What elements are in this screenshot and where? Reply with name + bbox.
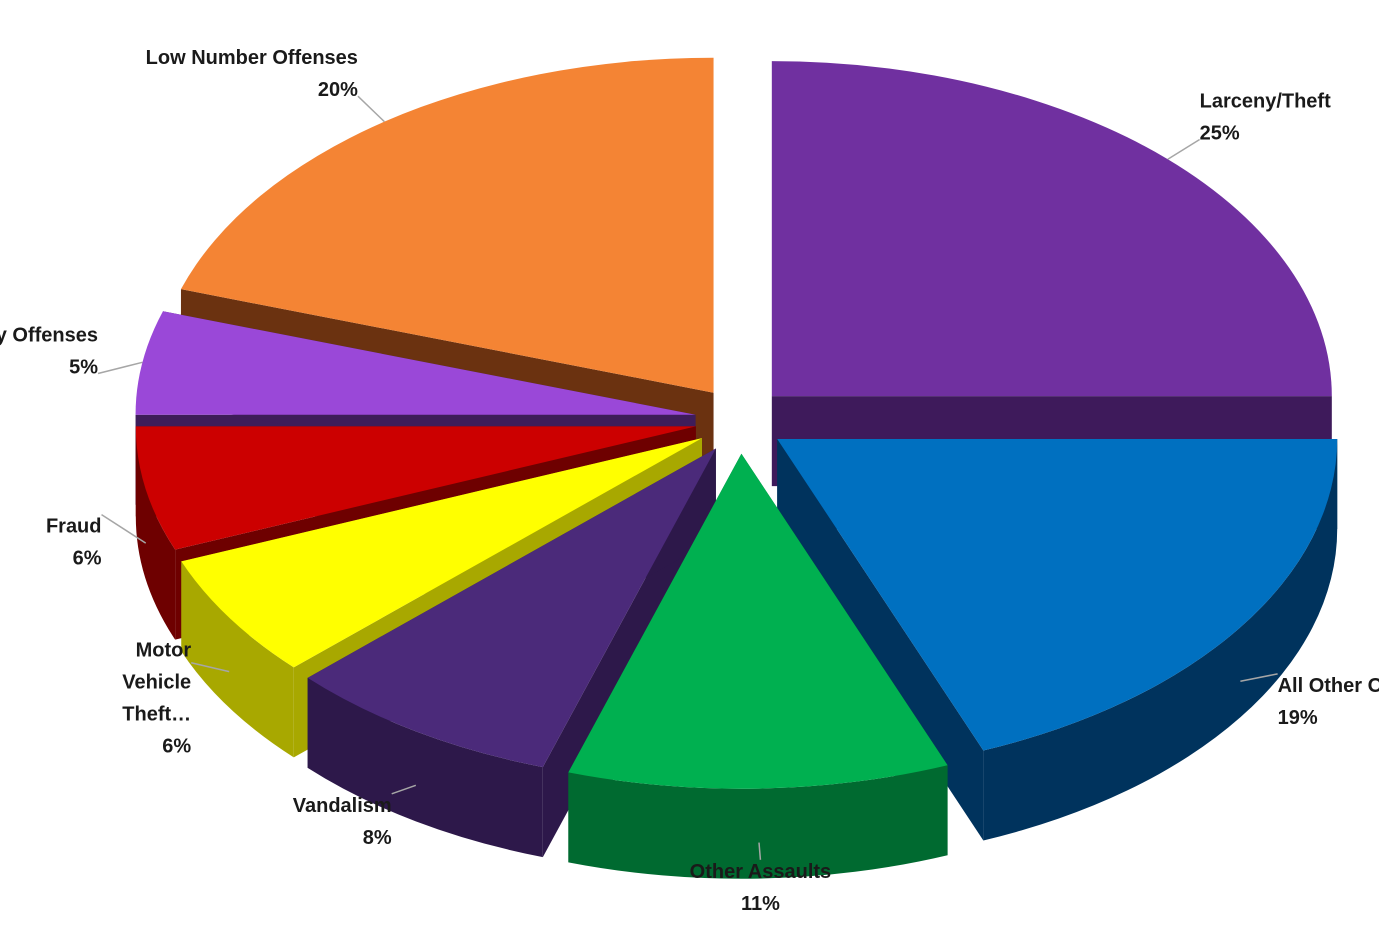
label-other-assaults: Other Assaults 11% bbox=[690, 861, 832, 915]
label-pct-fraud: 6% bbox=[73, 548, 102, 570]
slice-larceny-theft bbox=[772, 61, 1332, 486]
label-name-motor-vehicle-theft: Theft… bbox=[122, 704, 191, 726]
label-name-fraud: Fraud bbox=[46, 516, 102, 538]
label-family-offenses: Family Offenses 5% bbox=[0, 325, 98, 379]
leader-line-larceny-theft bbox=[1168, 139, 1200, 159]
label-name-all-other-offenses: All Other Offenses bbox=[1278, 675, 1379, 697]
label-low-number-offenses: Low Number Offenses 20% bbox=[146, 47, 358, 101]
label-name-family-offenses: Family Offenses bbox=[0, 325, 98, 347]
label-pct-motor-vehicle-theft: 6% bbox=[162, 736, 191, 758]
label-pct-larceny-theft: 25% bbox=[1200, 122, 1240, 144]
label-pct-low-number-offenses: 20% bbox=[318, 79, 358, 101]
label-pct-other-assaults: 11% bbox=[741, 893, 780, 915]
label-pct-vandalism: 8% bbox=[363, 827, 392, 849]
label-all-other-offenses: All Other Offenses 19% bbox=[1278, 675, 1379, 729]
label-name-vandalism: Vandalism bbox=[293, 795, 392, 817]
label-motor-vehicle-theft: Motor Vehicle Theft… 6% bbox=[122, 640, 191, 758]
label-pct-family-offenses: 5% bbox=[69, 357, 98, 379]
label-name-motor-vehicle-theft: Motor bbox=[136, 640, 192, 662]
label-larceny-theft: Larceny/Theft 25% bbox=[1200, 90, 1331, 144]
leader-line-low-number-offenses bbox=[358, 96, 384, 122]
label-vandalism: Vandalism 8% bbox=[293, 795, 392, 849]
label-name-other-assaults: Other Assaults bbox=[690, 861, 832, 883]
leader-line-family-offenses bbox=[98, 362, 142, 373]
label-fraud: Fraud 6% bbox=[46, 516, 102, 570]
label-name-larceny-theft: Larceny/Theft bbox=[1200, 90, 1331, 112]
pie-slices bbox=[136, 58, 1338, 879]
label-name-motor-vehicle-theft: Vehicle bbox=[122, 672, 191, 694]
label-pct-all-other-offenses: 19% bbox=[1278, 707, 1318, 729]
label-name-low-number-offenses: Low Number Offenses bbox=[146, 47, 358, 69]
